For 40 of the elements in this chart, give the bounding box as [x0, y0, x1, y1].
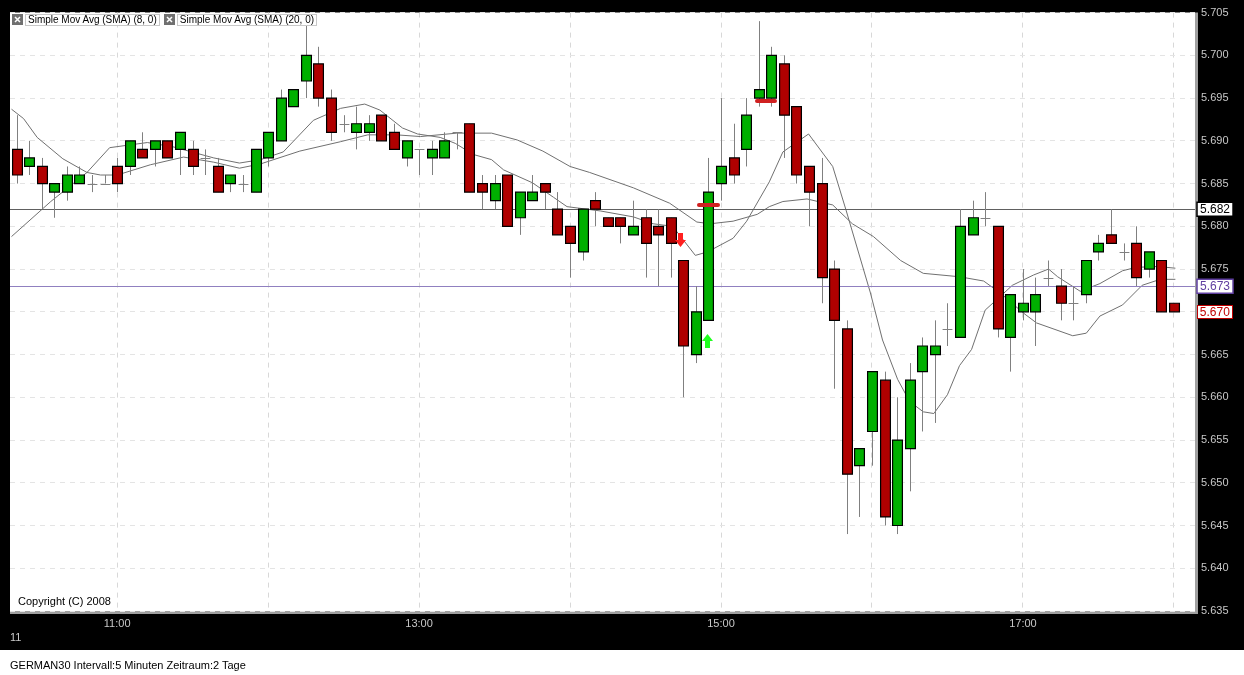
candlestick: [942, 302, 953, 347]
x-tick-label: 17:00: [1009, 616, 1037, 629]
annotation: 5.670: [1196, 304, 1233, 319]
y-tick-label: 5.665: [1201, 347, 1229, 360]
y-tick-label: 5.690: [1201, 133, 1229, 146]
ref-line-label: 5.673: [1200, 278, 1231, 293]
text: 11: [10, 631, 22, 643]
y-tick-label: 5.700: [1201, 48, 1229, 61]
candlestick: [452, 131, 463, 150]
y-tick-label: 5.675: [1201, 262, 1229, 275]
candlestick: [350, 106, 363, 150]
y-tick-label: 5.650: [1201, 475, 1229, 488]
legend-label: Simple Mov Avg (SMA) (8, 0): [25, 13, 160, 26]
x-tick-label: 15:00: [707, 616, 735, 629]
y-tick-label: 5.655: [1201, 433, 1229, 446]
candlestick: [1043, 260, 1054, 287]
y-tick-label: 5.645: [1201, 518, 1229, 531]
candlestick: [414, 148, 425, 176]
x-tick-label: 13:00: [405, 616, 433, 629]
legend-label: Simple Mov Avg (SMA) (20, 0): [176, 13, 318, 26]
y-tick-label: 5.660: [1201, 390, 1229, 403]
candlestick: [1068, 285, 1079, 321]
candlestick: [87, 174, 98, 193]
candlestick: [238, 174, 249, 193]
y-tick-label: 5.705: [1201, 5, 1229, 18]
candlestick: [200, 148, 211, 176]
y-tick-label: 5.640: [1201, 561, 1229, 574]
x-tick-label: 11:00: [103, 616, 131, 629]
y-tick-label: 5.685: [1201, 176, 1229, 189]
candlestick: [1105, 208, 1118, 245]
candlestick: [100, 174, 111, 185]
annotation: Copyright (C) 2008: [18, 595, 111, 607]
y-tick-label: 5.635: [1201, 604, 1229, 617]
y-tick-label: 5.695: [1201, 91, 1229, 104]
candlestick: [1119, 242, 1130, 262]
candlestick: [339, 114, 350, 133]
y-tick-label: 5.680: [1201, 219, 1229, 232]
ref-line-label: 5.682: [1200, 202, 1231, 217]
text: GERMAN30 Intervall:5 Minuten Zeitraum:2 Tage: [10, 659, 247, 671]
candlestick: [980, 191, 991, 227]
